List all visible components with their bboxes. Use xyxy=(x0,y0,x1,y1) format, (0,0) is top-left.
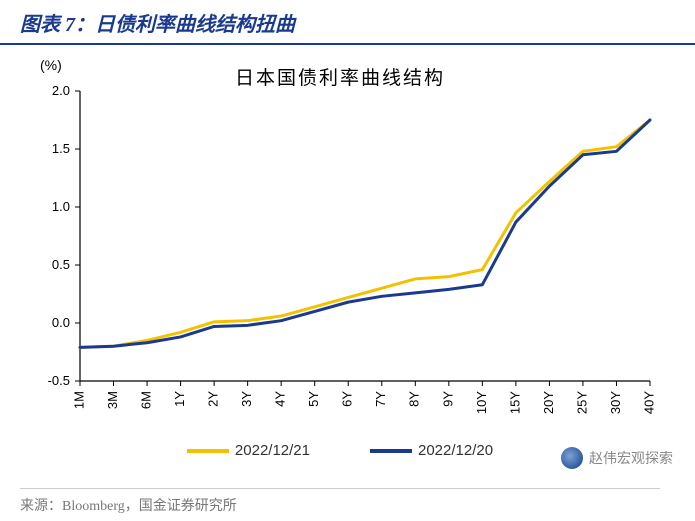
legend-label: 2022/12/21 xyxy=(235,442,310,459)
legend-item: 2022/12/20 xyxy=(370,442,493,459)
x-tick-label: 9Y xyxy=(440,391,455,407)
x-tick-label: 1Y xyxy=(172,391,187,407)
svg-text:1.5: 1.5 xyxy=(52,141,70,156)
chart-area: (%) 日本国债利率曲线结构 -0.50.00.51.01.52.01M3M6M… xyxy=(10,51,670,471)
legend-item: 2022/12/21 xyxy=(187,442,310,459)
svg-text:0.5: 0.5 xyxy=(52,257,70,272)
series-line xyxy=(80,120,650,347)
figure-title-text: 日债利率曲线结构扭曲 xyxy=(95,14,295,36)
x-tick-label: 10Y xyxy=(474,391,489,414)
x-tick-label: 30Y xyxy=(608,391,623,414)
x-tick-label: 2Y xyxy=(206,391,221,407)
x-tick-label: 3Y xyxy=(239,391,254,407)
x-tick-label: 6M xyxy=(138,391,153,409)
svg-text:2.0: 2.0 xyxy=(52,83,70,98)
legend-swatch xyxy=(370,449,412,453)
source-prefix: 来源： xyxy=(20,499,62,514)
source-text: Bloomberg，国金证券研究所 xyxy=(62,499,237,514)
svg-text:-0.5: -0.5 xyxy=(48,373,70,388)
watermark-text: 赵伟宏观探索 xyxy=(589,448,673,468)
x-tick-label: 25Y xyxy=(574,391,589,414)
watermark: 赵伟宏观探索 xyxy=(557,445,677,471)
x-tick-label: 20Y xyxy=(541,391,556,414)
x-tick-label: 5Y xyxy=(306,391,321,407)
figure-container: 图表 7：日债利率曲线结构扭曲 (%) 日本国债利率曲线结构 -0.50.00.… xyxy=(0,0,695,521)
x-tick-label: 7Y xyxy=(373,391,388,407)
x-tick-label: 4Y xyxy=(273,391,288,407)
legend-swatch xyxy=(187,449,229,453)
svg-text:0.0: 0.0 xyxy=(52,315,70,330)
x-tick-label: 15Y xyxy=(507,391,522,414)
x-tick-label: 3M xyxy=(105,391,120,409)
figure-title: 图表 7：日债利率曲线结构扭曲 xyxy=(0,0,695,45)
x-tick-label: 6Y xyxy=(340,391,355,407)
chart-svg: -0.5 0.0 0.5 1.0 1.5 2.0 1M 3M 6M 1Y 2Y 3Y 4Y 5Y 6Y 7Y 8… xyxy=(10,51,670,471)
x-tick-label: 8Y xyxy=(407,391,422,407)
source-line: 来源：Bloomberg，国金证券研究所 xyxy=(20,488,660,515)
series-line xyxy=(80,120,650,347)
figure-label: 图表 7： xyxy=(20,14,95,36)
svg-text:1.0: 1.0 xyxy=(52,199,70,214)
x-tick-label: 1M xyxy=(71,391,86,409)
x-tick-label: 40Y xyxy=(641,391,656,414)
legend-label: 2022/12/20 xyxy=(418,442,493,459)
watermark-icon xyxy=(561,447,583,469)
